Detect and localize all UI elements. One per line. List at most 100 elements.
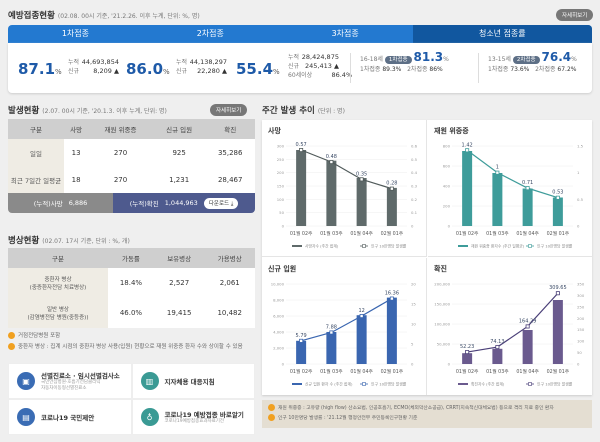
vaccination-detail-button[interactable]: 자세히보기: [556, 9, 594, 21]
y2-tick-label: 0: [411, 362, 414, 367]
occurrence-title: 발생현황 (2.07. 00시 기준, '20.1.3. 이후 누계, 단위: 명…: [8, 106, 167, 116]
legend-line-marker: [528, 244, 532, 248]
y2-tick-label: 1: [577, 170, 580, 175]
chart-4: 확진 0 50,000 100,000 150,000 200,000 0 50 100 150 2…: [428, 258, 593, 395]
bar: [522, 330, 533, 364]
y-tick-label: 200: [443, 204, 451, 209]
tab-dose3[interactable]: 3차접종: [331, 29, 359, 38]
data-label: 0.53: [552, 190, 563, 196]
tab-dose1[interactable]: 1차접종: [61, 29, 90, 38]
download-button[interactable]: 다운로드 ⤓: [203, 197, 239, 209]
tab-teen[interactable]: 청소년 접종률: [412, 25, 592, 43]
data-label: 164.29: [519, 318, 537, 324]
data-label: 0.71: [522, 180, 533, 186]
y2-tick-label: 300: [577, 293, 585, 298]
chart-3: 신규 입원 0 2,000 4,000 6,000 8,000 10,000 0 5 10 15 20…: [262, 258, 427, 395]
dose1-counts: 누적 44,693,854 신규 8,209 ▲: [68, 58, 119, 75]
tab-dose2[interactable]: 2차접종: [196, 29, 224, 38]
line-series: [466, 149, 559, 199]
y-tick-label: 100: [277, 197, 285, 202]
x-tick-label: 01월 02주: [290, 230, 313, 237]
table-row: 일반 병상 (감염병전담 병원(중등증)) 46.0% 19,415 10,482: [8, 298, 255, 328]
bar: [462, 353, 473, 364]
x-tick-label: 01월 02주: [456, 368, 479, 375]
data-label: 5.79: [296, 333, 307, 339]
y2-tick-label: 0.5: [577, 197, 584, 202]
y2-tick-label: 0.2: [411, 197, 418, 202]
x-tick-label: 01월 04주: [516, 368, 539, 375]
occurrence-detail-button[interactable]: 자세히보기: [210, 104, 248, 116]
x-tick-label: 01월 02주: [456, 230, 479, 237]
y-tick-label: 0: [282, 362, 285, 367]
y-tick-label: 250: [277, 157, 285, 162]
y2-tick-label: 350: [577, 282, 585, 287]
y-tick-label: 150: [277, 184, 285, 189]
bar: [386, 187, 397, 226]
bar: [326, 332, 337, 364]
y-tick-label: 600: [443, 164, 451, 169]
data-label: 0.57: [296, 142, 307, 148]
y-tick-label: 400: [443, 184, 451, 189]
line-marker: [495, 170, 500, 175]
subtitle: (02.08. 00시 기준, '21.2.26. 이후 누계, 단위: %, …: [57, 13, 200, 20]
x-tick-label: 02월 01주: [547, 230, 570, 237]
divider: [478, 53, 479, 83]
y-tick-label: 50,000: [437, 342, 451, 347]
data-label: 16.36: [385, 291, 399, 297]
dose2-counts: 누적 44,138,297 신규 22,280 ▲: [176, 58, 227, 75]
legend-bar-label: 사망자수 (주간 합계): [305, 244, 339, 249]
data-label: 309.65: [549, 285, 567, 291]
data-label: 52.23: [460, 344, 474, 350]
line-marker: [555, 195, 560, 200]
y2-tick-label: 0.4: [411, 170, 418, 175]
legend-line-label: 인구 10만명당 발생률: [537, 244, 573, 249]
y2-tick-label: 150: [577, 327, 585, 332]
data-label: 74.13: [490, 339, 504, 345]
th: 보유병상: [153, 248, 205, 268]
legend-bar-label: 신규 입원 환자 수 (주간 합계): [305, 382, 353, 387]
data-label: 1.42: [462, 142, 473, 148]
note: 인구 10만명당 발생률 : '21.12월 행정안전부 주민등록인구현황 기준: [268, 414, 586, 421]
line-marker: [359, 177, 364, 182]
building-icon: ▥: [140, 372, 159, 390]
link-screening-clinic[interactable]: ▣ 선별진료소 · 임시선별검사소 국민안심병원·호흡기전담클리닉 자동차이동형선별진…: [8, 363, 132, 399]
chart-title: 사망: [268, 127, 281, 135]
legend-bar-label: 확진자수 (주간 합계): [471, 382, 505, 387]
line-marker: [329, 160, 334, 165]
line-series: [467, 292, 559, 353]
dose2-rate: 86.0%: [126, 60, 170, 78]
teen-16-18: 16-18세 1차접종 81.3% 1차접종 89.3% 2차접종 86%: [360, 50, 449, 73]
x-tick-label: 01월 04주: [350, 230, 373, 237]
link-citizen-proposal[interactable]: ▤ 코로나19 국민제안: [8, 399, 132, 435]
chart-svg: 0 50 100 150 200 250 300 0 0.1 0.2 0.3 0.4 0.5 0.6 01월…: [277, 142, 418, 249]
weekly-charts: 사망 0 50 100 150 200 250 300 0 0.1 0.2 0.3 0.4 0.5 0.6 0…: [262, 120, 593, 395]
vaccination-stats: 87.1% 누적 44,693,854 신규 8,209 ▲ 86.0% 누적 4…: [8, 43, 592, 93]
title-text: 예방접종현황: [8, 11, 55, 21]
line-marker: [555, 291, 560, 296]
link-vaccine-facts[interactable]: ♁ 코로나19 예방접종 바로알기 코로나19예방접종효과자료기전: [131, 399, 255, 435]
bar: [296, 340, 307, 364]
y-tick-label: 0: [282, 224, 285, 229]
x-tick-label: 02월 01주: [381, 230, 404, 237]
y2-tick-label: 0: [577, 224, 580, 229]
beds-title: 병상현황 (02.07. 17시 기준, 단위 : %, 개): [8, 236, 130, 246]
door-icon: ▤: [17, 408, 35, 426]
y-tick-label: 200: [277, 170, 285, 175]
y2-tick-label: 15: [411, 302, 416, 307]
th: 신규 입원: [152, 119, 206, 139]
divider: [350, 53, 351, 83]
th: 가동률: [108, 248, 154, 268]
line-marker: [299, 147, 304, 152]
chart-svg: 0 50,000 100,000 150,000 200,000 0 50 100 150 200…: [434, 282, 585, 387]
data-label: 7.88: [326, 324, 337, 330]
table-row: 일일 13 270 925 35,286: [8, 139, 255, 167]
line-marker: [525, 186, 530, 191]
teen-13-15: 13-15세 2차접종 76.4% 1차접종 73.6% 2차접종 67.2%: [488, 50, 577, 73]
speaker-icon: [8, 331, 15, 339]
data-label: 0.35: [356, 171, 367, 177]
link-local-guidelines[interactable]: ▥ 지자체용 대응지침: [131, 363, 255, 399]
legend-line-marker: [362, 244, 366, 248]
x-tick-label: 01월 03주: [486, 368, 509, 375]
y-tick-label: 0: [448, 362, 451, 367]
chart-2: 재원 위중증 0 200 400 600 800 0 0.5 1 1.5 01월 02주 01월 03…: [428, 120, 593, 257]
